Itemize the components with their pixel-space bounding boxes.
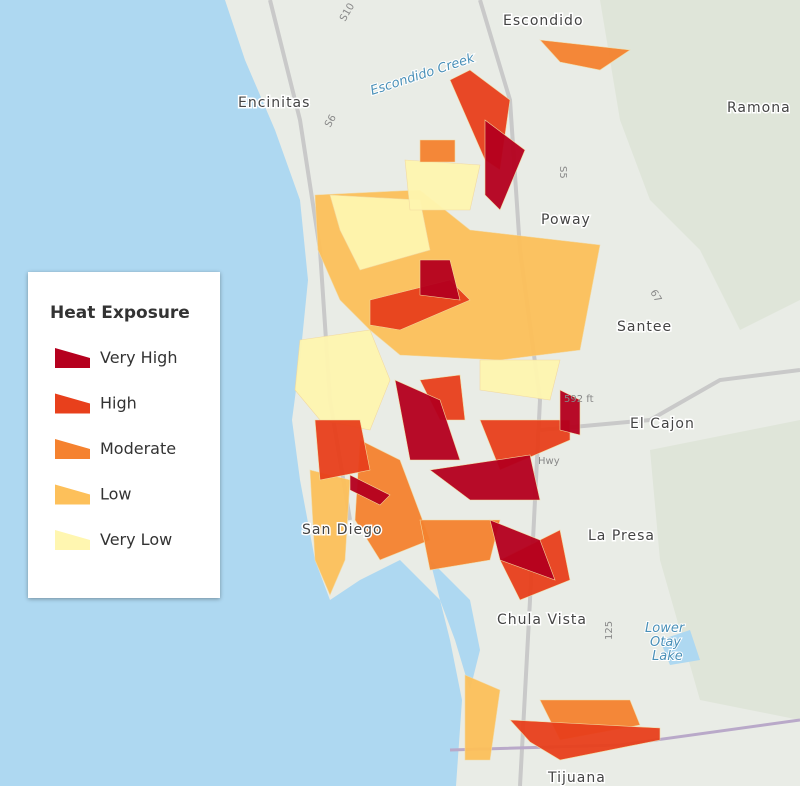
heat-area — [464, 674, 501, 761]
heat-area — [349, 474, 391, 506]
heat-area — [484, 119, 526, 211]
place-label: Poway — [541, 212, 591, 228]
heat-area — [539, 39, 631, 71]
legend-swatch — [55, 393, 90, 414]
place-label: San Diego — [302, 522, 383, 538]
heat-area — [419, 519, 501, 571]
legend-label: High — [100, 394, 137, 413]
heat-area — [294, 329, 391, 431]
legend-label: Moderate — [100, 439, 176, 458]
heat-area — [479, 419, 571, 471]
legend-swatch — [55, 348, 90, 368]
heat-area — [354, 439, 431, 561]
hills — [600, 0, 800, 330]
place-label: Lake — [652, 649, 683, 664]
place-label: Chula Vista — [497, 612, 587, 628]
legend-label: Very High — [100, 348, 177, 367]
heat-area — [314, 419, 371, 481]
heat-area — [489, 519, 556, 581]
place-label: El Cajon — [630, 416, 695, 432]
legend-label: Low — [100, 485, 132, 504]
place-label: Hwy — [538, 456, 560, 467]
heat-area — [419, 139, 456, 163]
legend: Heat Exposure Very High High Moderate Low Ve… — [28, 272, 220, 598]
place-label: Santee — [617, 319, 672, 335]
heat-area — [479, 359, 561, 401]
legend-graphic: Heat Exposure Very High High Moderate Low Ve… — [50, 303, 190, 550]
heat-area — [559, 389, 581, 436]
heat-area — [394, 379, 461, 461]
heat-area — [419, 259, 461, 301]
legend-label: Very Low — [100, 530, 172, 549]
heat-area — [329, 194, 431, 271]
place-label: Escondido — [503, 13, 584, 29]
place-label: Encinitas — [238, 95, 310, 111]
place-label: 125 — [604, 621, 615, 640]
legend-swatch — [55, 484, 90, 505]
lake — [660, 630, 700, 665]
legend-swatch — [55, 530, 90, 550]
legend-title: Heat Exposure — [50, 303, 190, 323]
heat-area — [509, 719, 661, 761]
place-label: La Presa — [588, 528, 655, 544]
place-label: S5 — [557, 166, 568, 179]
heat-area — [429, 454, 541, 501]
place-label: 592 ft — [564, 394, 594, 405]
bay — [430, 560, 480, 690]
place-label: Otay — [650, 635, 681, 650]
place-label: Ramona — [727, 100, 791, 116]
heat-area — [309, 469, 351, 596]
heat-area — [404, 159, 481, 211]
legend-swatch — [55, 439, 90, 459]
road — [539, 368, 800, 432]
place-label: Lower — [645, 621, 686, 636]
place-label: Tijuana — [547, 770, 606, 786]
